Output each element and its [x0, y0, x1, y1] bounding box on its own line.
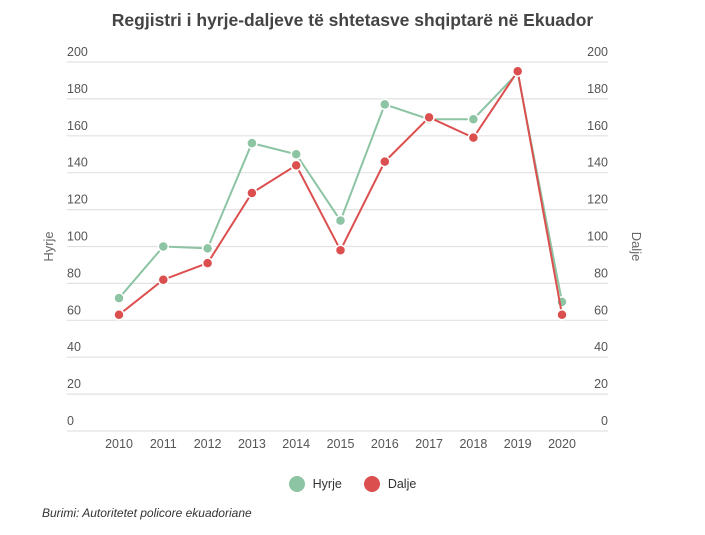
y-tick-left: 160 [67, 119, 88, 133]
data-point-hyrje [467, 113, 480, 125]
x-tick: 2016 [371, 437, 399, 451]
data-point-dalje [157, 273, 170, 286]
data-point-dalje [290, 159, 302, 172]
y-tick-right: 0 [601, 414, 608, 428]
y-tick-right: 160 [587, 119, 608, 133]
source-note: Burimi: Autoritetet policore ekuadoriane [42, 506, 252, 520]
x-tick: 2015 [327, 437, 355, 451]
x-tick: 2019 [504, 437, 532, 451]
y-tick-right: 180 [587, 82, 608, 96]
y-tick-right: 200 [587, 45, 608, 59]
data-point-hyrje [246, 137, 258, 149]
y-tick-right: 80 [594, 266, 608, 280]
x-tick: 2010 [105, 437, 133, 451]
data-point-dalje [379, 155, 391, 168]
data-point-dalje [423, 111, 435, 124]
series-line-dalje [118, 68, 563, 316]
y-axis-label-right: Dalje [629, 232, 644, 262]
x-tick: 2014 [282, 437, 310, 451]
legend-item-dalje[interactable]: Dalje [363, 476, 417, 492]
y-tick-right: 100 [587, 230, 608, 244]
x-tick: 2011 [150, 437, 177, 451]
legend-marker-dalje [363, 476, 380, 492]
y-tick-left: 120 [67, 193, 88, 207]
x-tick: 2013 [238, 437, 266, 451]
x-tick: 2018 [459, 437, 487, 451]
data-point-hyrje [334, 214, 347, 227]
x-tick: 2012 [194, 437, 222, 451]
data-point-dalje [467, 131, 480, 144]
y-tick-right: 20 [594, 377, 608, 391]
y-tick-left: 100 [67, 230, 88, 244]
y-tick-left: 40 [67, 340, 81, 354]
x-tick: 2020 [548, 437, 576, 451]
legend-label-hyrje: Hyrje [312, 477, 342, 491]
data-point-dalje [201, 257, 214, 269]
y-tick-left: 60 [67, 303, 81, 317]
data-point-dalje [246, 187, 258, 199]
legend-marker-hyrje [288, 476, 305, 492]
data-point-hyrje [290, 148, 302, 160]
data-point-dalje [334, 244, 347, 256]
data-point-dalje [511, 65, 524, 77]
series-line-hyrje [118, 70, 563, 303]
y-axis-label-left: Hyrje [41, 231, 56, 261]
y-tick-right: 140 [587, 156, 608, 170]
y-tick-right: 40 [594, 340, 608, 354]
chart-title: Regjistri i hyrje-daljeve të shtetasve s… [111, 10, 594, 30]
y-tick-right: 120 [587, 193, 608, 207]
y-tick-left: 140 [67, 156, 88, 170]
legend-label-dalje: Dalje [387, 477, 417, 491]
legend-item-hyrje[interactable]: Hyrje [288, 476, 342, 492]
y-tick-left: 0 [67, 414, 74, 428]
y-tick-left: 80 [67, 266, 81, 280]
x-tick: 2017 [415, 437, 443, 451]
y-tick-left: 20 [67, 377, 81, 391]
y-tick-left: 200 [67, 45, 88, 59]
y-tick-left: 180 [67, 82, 88, 96]
data-point-dalje [113, 309, 125, 321]
data-point-hyrje [201, 242, 214, 255]
data-point-hyrje [379, 98, 391, 111]
data-point-hyrje [113, 292, 125, 304]
data-point-dalje [556, 309, 568, 321]
legend: Hyrje Dalje [0, 476, 705, 492]
y-tick-right: 60 [594, 303, 608, 317]
data-point-hyrje [157, 240, 170, 253]
